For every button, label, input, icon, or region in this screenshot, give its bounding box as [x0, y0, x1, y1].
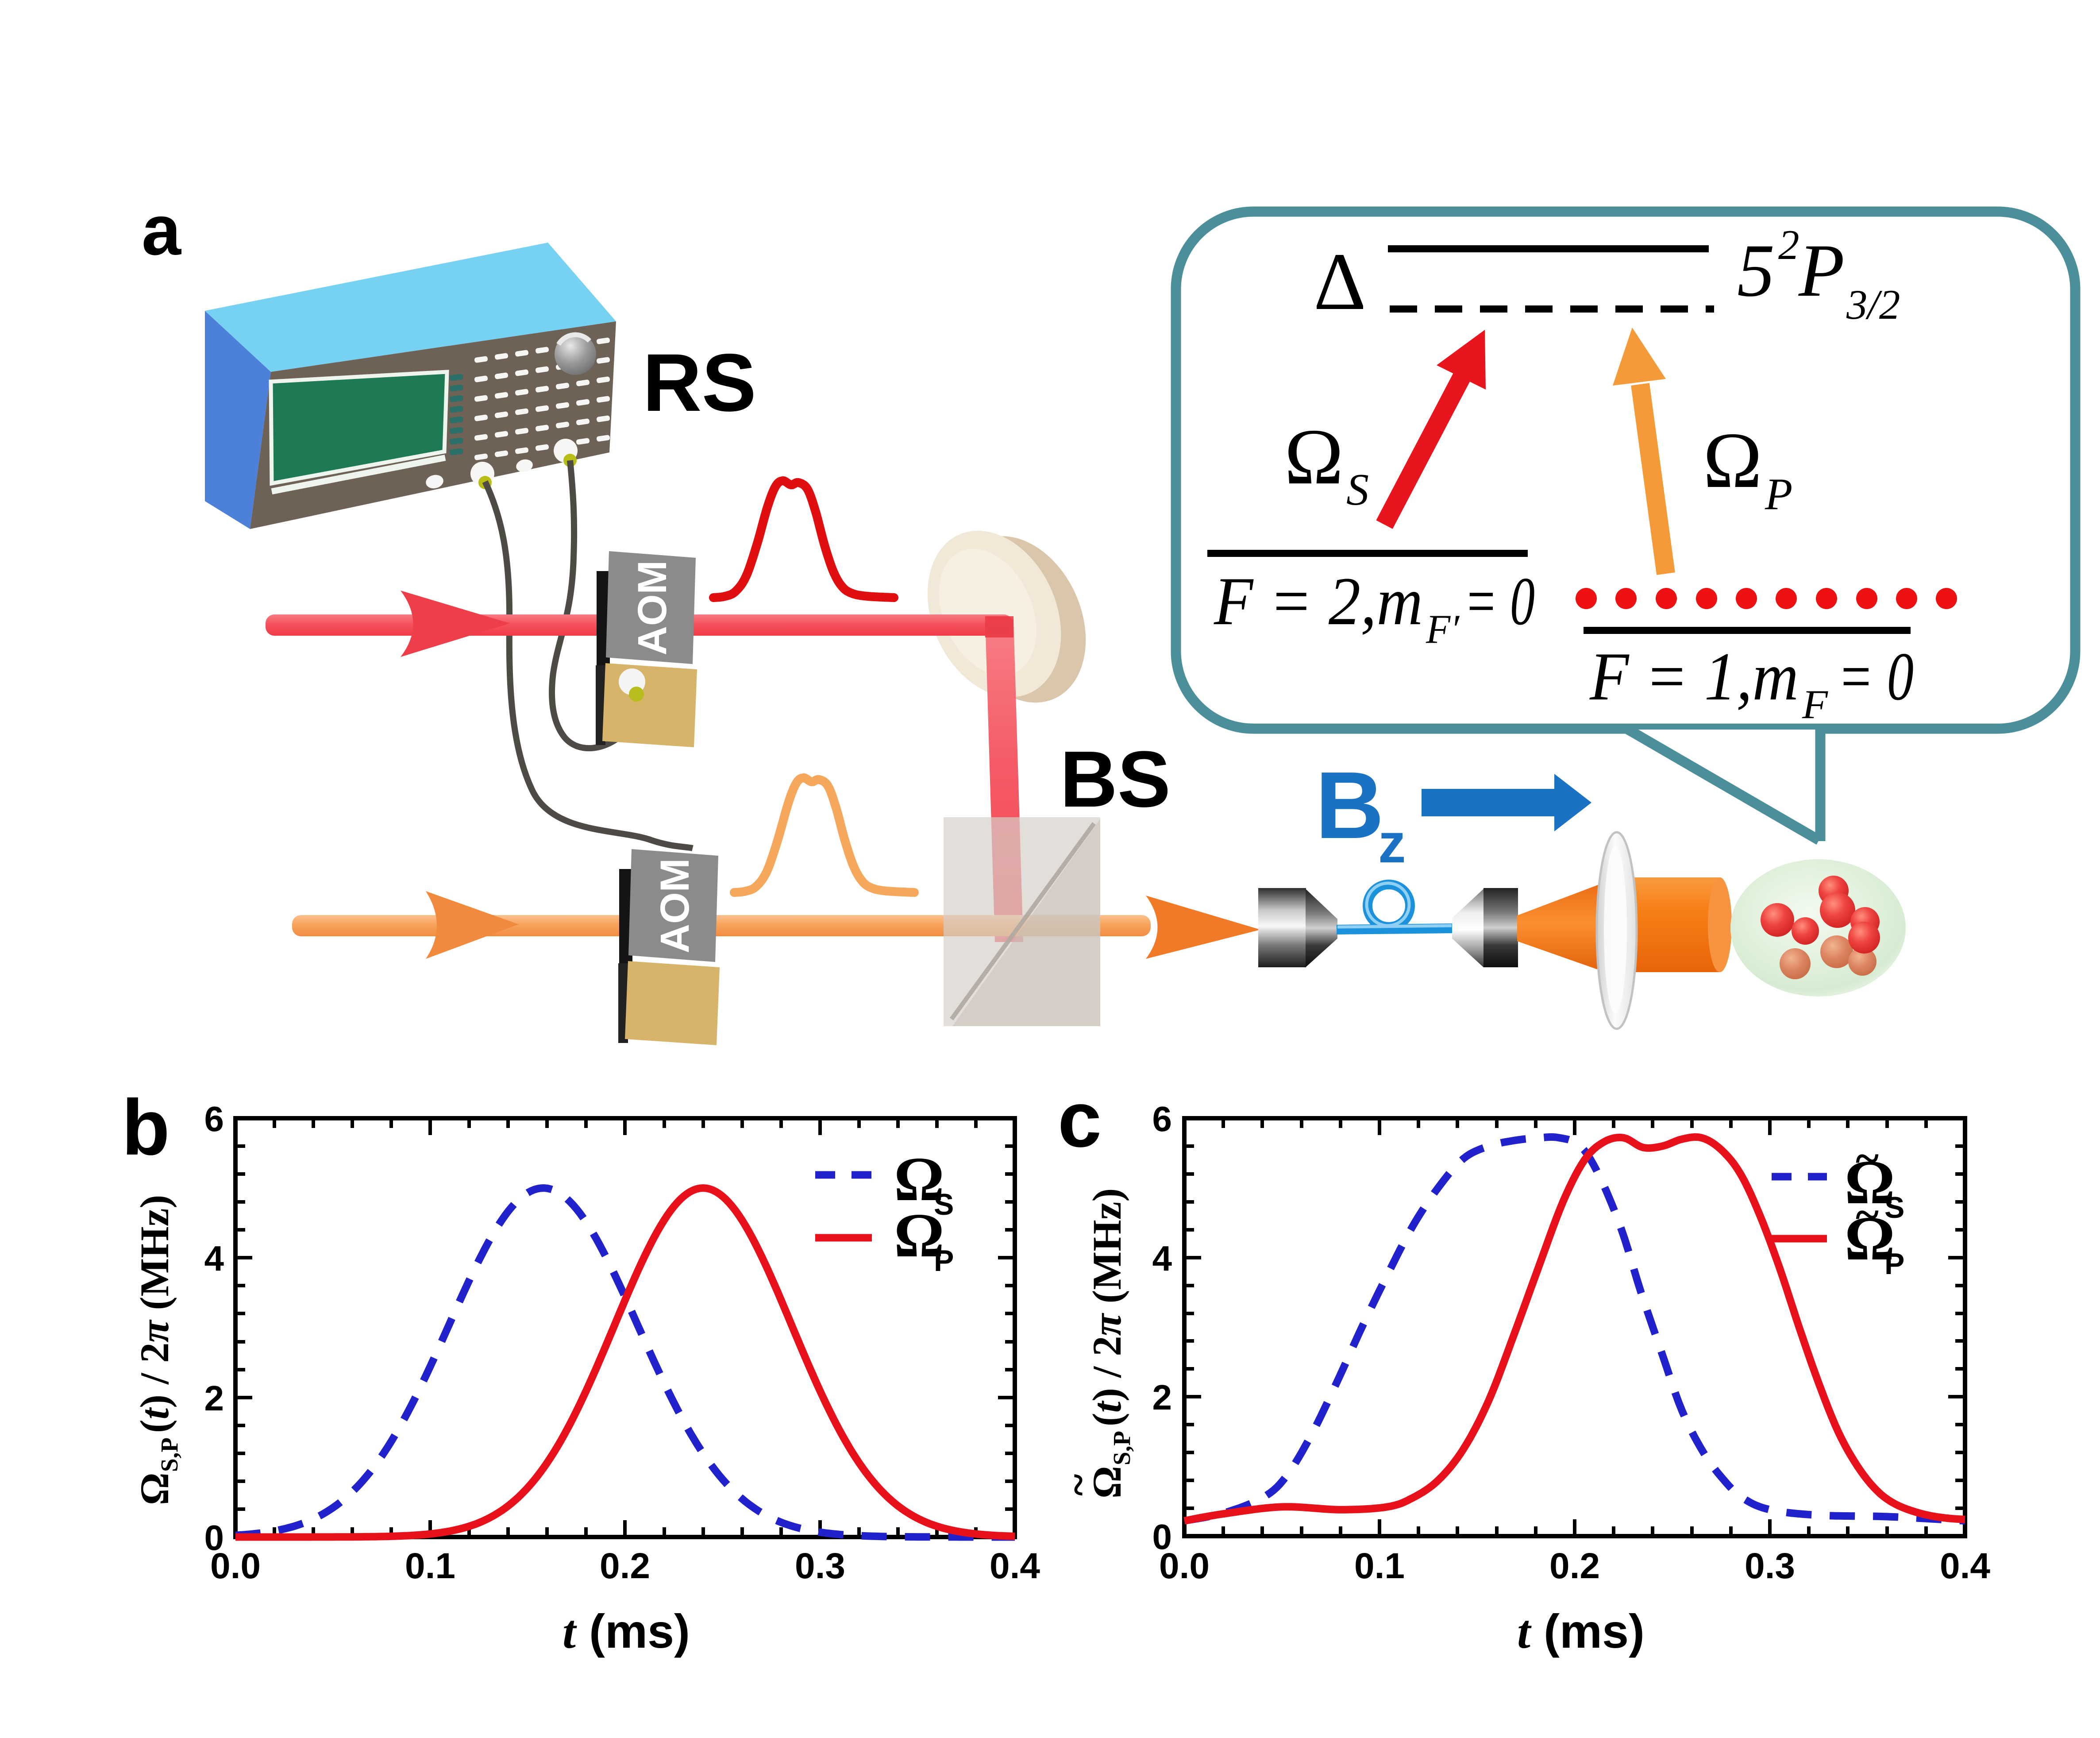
svg-text:0.0: 0.0 [210, 1546, 261, 1586]
svg-text:S,P: S,P [1108, 1431, 1135, 1465]
svg-text:6: 6 [204, 1099, 224, 1139]
svg-text:0.0: 0.0 [1159, 1546, 1210, 1586]
svg-text:0.3: 0.3 [1745, 1546, 1795, 1586]
svg-text:F′: F′ [1426, 606, 1460, 652]
svg-text:F = 2,m: F = 2,m [1214, 563, 1423, 639]
svg-text:RS: RS [643, 337, 756, 429]
svg-text:5: 5 [1737, 229, 1775, 312]
svg-text:~: ~ [1856, 1190, 1879, 1239]
svg-text:P: P [1884, 1247, 1904, 1281]
svg-text:(t) / 2π (MHz): (t) / 2π (MHz) [132, 1195, 177, 1433]
svg-text:Ω: Ω [1845, 1203, 1895, 1273]
svg-text:Ω: Ω [894, 1200, 944, 1270]
svg-text:Ω: Ω [1084, 1466, 1129, 1499]
svg-text:Ω: Ω [1845, 1147, 1895, 1217]
svg-text:0.1: 0.1 [1354, 1546, 1405, 1586]
svg-text:0.4: 0.4 [990, 1546, 1040, 1586]
svg-text:Ω: Ω [1703, 416, 1762, 504]
svg-text:P: P [934, 1244, 954, 1278]
svg-text:0.2: 0.2 [1549, 1546, 1600, 1586]
svg-text:~: ~ [1856, 1134, 1879, 1183]
svg-text:F: F [1802, 682, 1828, 727]
svg-text:4: 4 [204, 1239, 224, 1278]
svg-text:0: 0 [1152, 1517, 1172, 1556]
svg-text:P: P [1765, 469, 1792, 519]
svg-text:0: 0 [204, 1518, 224, 1557]
svg-text:= 0: = 0 [1838, 638, 1914, 715]
svg-text:B: B [1315, 752, 1384, 858]
svg-text:z: z [1378, 813, 1406, 874]
svg-text:2: 2 [1778, 221, 1799, 268]
svg-text:4: 4 [1152, 1239, 1172, 1278]
svg-text:6: 6 [1152, 1099, 1172, 1139]
svg-text:P: P [1798, 229, 1845, 312]
svg-text:0.4: 0.4 [1940, 1546, 1990, 1586]
svg-text:t (ms): t (ms) [1517, 1604, 1645, 1658]
svg-text:S: S [934, 1188, 954, 1221]
svg-text:F = 1,m: F = 1,m [1589, 638, 1799, 715]
svg-text:0.1: 0.1 [405, 1546, 455, 1586]
svg-text:S,P: S,P [156, 1437, 183, 1472]
svg-text:Ω: Ω [894, 1144, 944, 1214]
svg-text:Ω: Ω [1284, 413, 1344, 501]
svg-text:2: 2 [1152, 1378, 1172, 1417]
svg-text:t (ms): t (ms) [563, 1604, 690, 1658]
svg-text:~: ~ [1055, 1474, 1102, 1496]
svg-text:2: 2 [204, 1379, 224, 1418]
svg-text:Δ: Δ [1314, 236, 1366, 327]
svg-text:c: c [1058, 1075, 1102, 1163]
svg-text:S: S [1884, 1191, 1904, 1224]
svg-text:0.3: 0.3 [795, 1546, 845, 1586]
svg-text:b: b [122, 1083, 170, 1171]
svg-text:AOM: AOM [652, 858, 697, 954]
svg-text:(t) / 2π (MHz): (t) / 2π (MHz) [1084, 1188, 1129, 1426]
svg-text:= 0: = 0 [1464, 563, 1535, 639]
svg-text:S: S [1346, 465, 1369, 515]
svg-text:BS: BS [1060, 735, 1171, 824]
svg-text:3/2: 3/2 [1846, 281, 1900, 328]
svg-text:0.2: 0.2 [600, 1546, 650, 1586]
svg-text:a: a [142, 190, 181, 270]
svg-text:Ω: Ω [132, 1472, 177, 1505]
svg-text:AOM: AOM [630, 560, 675, 656]
